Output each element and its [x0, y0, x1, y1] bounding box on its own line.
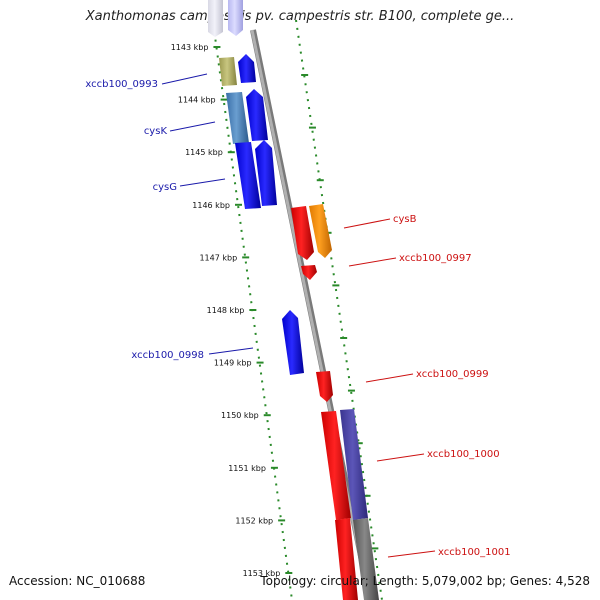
tick-label: 1153 kbp [243, 569, 281, 578]
gene-labels: xccb100_0993 cysK cysG xccb100_0998 cysB… [85, 79, 510, 558]
tick-label: 1148 kbp [207, 306, 245, 315]
gene-blue-2 [246, 89, 268, 141]
gene-blue-1 [238, 54, 256, 83]
tick-label: 1152 kbp [235, 516, 273, 525]
label-xccb100-0997: xccb100_0997 [399, 253, 472, 264]
genome-summary-text: Topology: circular; Length: 5,079,002 bp… [260, 574, 590, 588]
gene-xccb100-0993 [219, 57, 237, 86]
gene-cysK [226, 92, 249, 144]
gene-xccb100-1000 [340, 409, 368, 520]
label-xccb100-1001: xccb100_1001 [438, 547, 511, 558]
left-ruler [209, 0, 293, 600]
gene-cysB [309, 204, 332, 258]
label-cysB: cysB [393, 214, 417, 225]
tick-label: 1146 kbp [192, 201, 230, 210]
gene-top-paleblue [228, 0, 243, 36]
label-cysK: cysK [144, 126, 168, 137]
label-xccb100-0993: xccb100_0993 [85, 79, 158, 90]
gene-red-long-2 [335, 518, 358, 600]
tick-label: 1145 kbp [185, 148, 223, 157]
genes [208, 0, 379, 600]
label-leaders [161, 73, 436, 558]
gene-xccb100-0997 [301, 265, 317, 280]
tick-rulers [209, 0, 383, 600]
gene-red-long [321, 411, 351, 520]
backbone [250, 29, 373, 600]
label-cysG: cysG [153, 182, 177, 193]
gene-xccb100-0999 [316, 371, 333, 402]
map-title: Xanthomonas campestris pv. campestris st… [85, 9, 515, 24]
accession-text: Accession: NC_010688 [9, 574, 146, 588]
gene-red-1 [291, 206, 314, 260]
tick-label: 1147 kbp [199, 253, 237, 262]
label-xccb100-0999: xccb100_0999 [416, 369, 489, 380]
tick-label: 1144 kbp [178, 96, 216, 105]
gene-blue-3 [255, 140, 277, 206]
gene-xccb100-0998 [282, 310, 304, 375]
gene-xccb100-1001 [353, 518, 379, 600]
tick-labels: 1143 kbp 1144 kbp 1145 kbp 1146 kbp 1147 kbp… [171, 43, 281, 578]
tick-label: 1149 kbp [214, 359, 252, 368]
tick-label: 1150 kbp [221, 411, 259, 420]
tick-label: 1143 kbp [171, 43, 209, 52]
gene-cysG [235, 142, 261, 209]
gene-top-pale [208, 0, 223, 37]
label-xccb100-1000: xccb100_1000 [427, 449, 500, 460]
tick-label: 1151 kbp [228, 464, 266, 473]
right-ruler [295, 19, 383, 600]
label-xccb100-0998: xccb100_0998 [131, 350, 204, 361]
